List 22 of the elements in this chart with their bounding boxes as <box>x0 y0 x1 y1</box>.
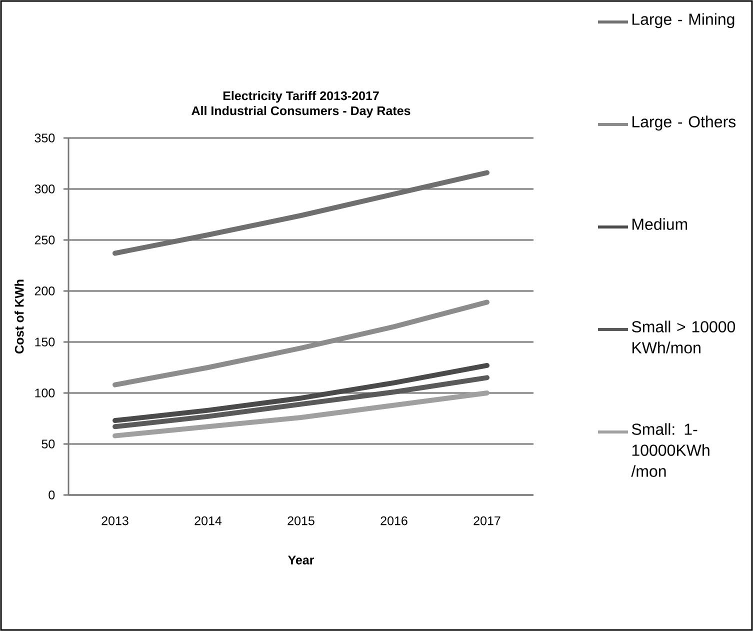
chart-title: Electricity Tariff 2013-2017 <box>223 90 379 103</box>
x-tick-label: 2014 <box>194 516 222 526</box>
y-axis-title: Cost of KWh <box>14 280 24 354</box>
x-tick-label: 2016 <box>380 516 408 526</box>
y-tick-label: 200 <box>34 286 55 296</box>
chart-subtitle: All Industrial Consumers - Day Rates <box>192 106 410 118</box>
y-tick-label: 250 <box>34 236 55 244</box>
y-tick-label: 0 <box>48 490 55 500</box>
x-tick-label: 2017 <box>474 516 500 526</box>
y-tick-label: 100 <box>35 388 55 398</box>
y-tick-label: 300 <box>34 184 55 194</box>
legend-label: Large - Mining <box>632 13 734 28</box>
y-tick-label: 150 <box>35 338 55 346</box>
legend-label: Medium <box>632 218 688 230</box>
y-tick-label: 50 <box>42 440 55 448</box>
x-tick-label: 2013 <box>102 516 128 526</box>
legend-label: Small: 1-10000KWh /mon <box>631 423 710 477</box>
x-axis-title: Year <box>288 556 314 564</box>
x-tick-label: 2015 <box>288 516 314 526</box>
legend-label: Large - Others <box>632 116 736 131</box>
y-tick-label: 350 <box>34 134 55 142</box>
legend-label: Small > 10000 KWh/mon <box>632 320 736 354</box>
